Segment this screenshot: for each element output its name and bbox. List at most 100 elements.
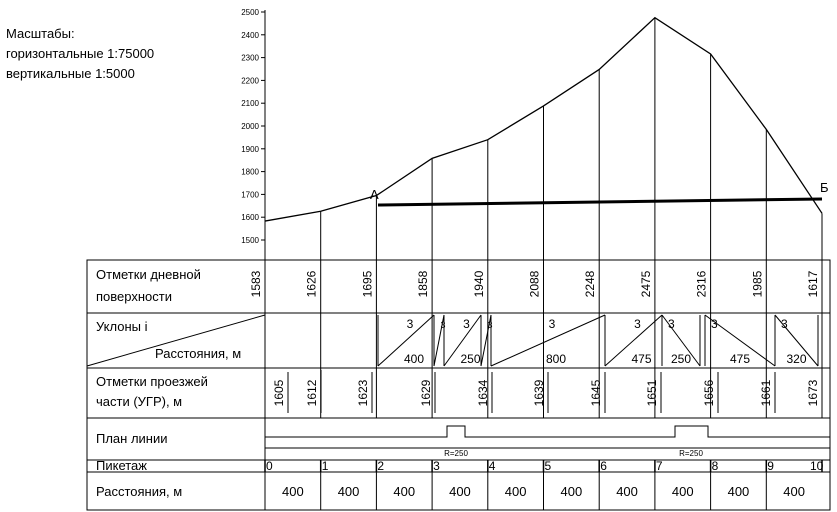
road-elevation: 1651 [645, 379, 659, 406]
picket-label: 9 [767, 459, 774, 473]
picket-label: 2 [377, 459, 384, 473]
row-label: Отметки проезжей [96, 374, 208, 389]
slope-diagonal [490, 314, 606, 367]
road-elevation: 1645 [589, 379, 603, 406]
slope-distance: 320 [786, 352, 806, 366]
slope-diagonal [433, 314, 445, 367]
picket-label: 10 [810, 459, 824, 473]
slope-grade: 3 [711, 317, 718, 331]
slope-diagonal [661, 314, 701, 367]
picket-label: 0 [266, 459, 273, 473]
row-label: Расстояния, м [155, 346, 241, 361]
row-label: Расстояния, м [96, 484, 182, 499]
ground-elevation: 1583 [249, 270, 263, 297]
y-tick-label: 1600 [241, 213, 259, 222]
slope-grade: 3 [463, 317, 470, 331]
road-elevation: 1656 [702, 379, 716, 406]
slope-diagonal [774, 314, 819, 367]
table-frame [86, 259, 831, 511]
y-tick-label: 1800 [241, 168, 259, 177]
distance: 400 [616, 484, 638, 499]
distance: 400 [728, 484, 750, 499]
slope-distance: 250 [460, 352, 480, 366]
slope-distance: 475 [730, 352, 750, 366]
road-elevation: 1629 [419, 379, 433, 406]
curve-label: R=250 [444, 449, 468, 458]
road-elevation: 1639 [532, 379, 546, 406]
road-elevation: 1605 [272, 379, 286, 406]
distance: 400 [393, 484, 415, 499]
slope-grade: 3 [781, 317, 788, 331]
y-tick-label: 1900 [241, 145, 259, 154]
point-a: А [370, 187, 379, 202]
road-elevation: 1661 [759, 379, 773, 406]
y-tick-label: 2300 [241, 54, 259, 63]
slope-diagonal [480, 314, 492, 367]
y-tick-label: 2200 [241, 76, 259, 85]
y-tick-label: 1500 [241, 236, 259, 245]
road-elevation: 1612 [305, 379, 319, 406]
picket-label: 3 [433, 459, 440, 473]
slope-distance: 475 [631, 352, 651, 366]
road-elevation: 1673 [806, 379, 820, 406]
ground-elevation: 1626 [305, 270, 319, 297]
scales-horizontal: горизонтальные 1:75000 [6, 46, 154, 61]
slope-distance: 400 [404, 352, 424, 366]
ground-elevation: 1940 [472, 270, 486, 297]
slope-diagonal [604, 314, 663, 367]
scales-title: Масштабы: [6, 26, 75, 41]
distance: 400 [282, 484, 304, 499]
slope-grade: 3 [549, 317, 556, 331]
ground-elevation: 1985 [750, 270, 764, 297]
y-tick-label: 2500 [241, 8, 259, 17]
slope-grade: 3 [634, 317, 641, 331]
slope-grade: 3 [487, 320, 492, 330]
row-label: Отметки дневной [96, 267, 201, 282]
ground-elevation: 2316 [695, 270, 709, 297]
picket-label: 8 [712, 459, 719, 473]
plan-line [265, 425, 830, 438]
y-tick-label: 2400 [241, 31, 259, 40]
row-label: Пикетаж [96, 458, 147, 473]
y-tick-label: 2100 [241, 99, 259, 108]
road-elevation: 1634 [476, 379, 490, 406]
road-elevation: 1623 [356, 379, 370, 406]
slope-grade: 3 [440, 320, 445, 330]
distance: 400 [449, 484, 471, 499]
row-label: План линии [96, 431, 168, 446]
scales-vertical: вертикальные 1:5000 [6, 66, 135, 81]
row-label: части (УГР), м [96, 394, 182, 409]
distance: 400 [338, 484, 360, 499]
y-tick-label: 2000 [241, 122, 259, 131]
slope-grade: 3 [407, 317, 414, 331]
slope-diagonal [443, 314, 482, 367]
curve-label: R=250 [679, 449, 703, 458]
row-label: Уклоны i [96, 319, 148, 334]
ground-elevation: 1617 [806, 270, 820, 297]
ground-elevation: 2248 [583, 270, 597, 297]
distance: 400 [783, 484, 805, 499]
slope-diagonal [377, 314, 435, 367]
point-b: Б [820, 180, 829, 195]
picket-label: 5 [545, 459, 552, 473]
ground-elevation: 1695 [360, 270, 374, 297]
ground-elevation: 1858 [416, 270, 430, 297]
slope-distance: 250 [671, 352, 691, 366]
design-line [377, 197, 823, 207]
picket-label: 1 [322, 459, 329, 473]
distance: 400 [560, 484, 582, 499]
picket-label: 7 [656, 459, 663, 473]
slope-diagonal [704, 314, 776, 367]
y-tick-label: 1700 [241, 190, 259, 199]
distance: 400 [505, 484, 527, 499]
distance: 400 [672, 484, 694, 499]
picket-label: 4 [489, 459, 496, 473]
ground-elevation: 2088 [528, 270, 542, 297]
slope-distance: 800 [546, 352, 566, 366]
slope-header-diagonal [86, 314, 266, 367]
ground-elevation: 2475 [639, 270, 653, 297]
picket-label: 6 [600, 459, 607, 473]
row-label: поверхности [96, 289, 172, 304]
slope-grade: 3 [668, 317, 675, 331]
